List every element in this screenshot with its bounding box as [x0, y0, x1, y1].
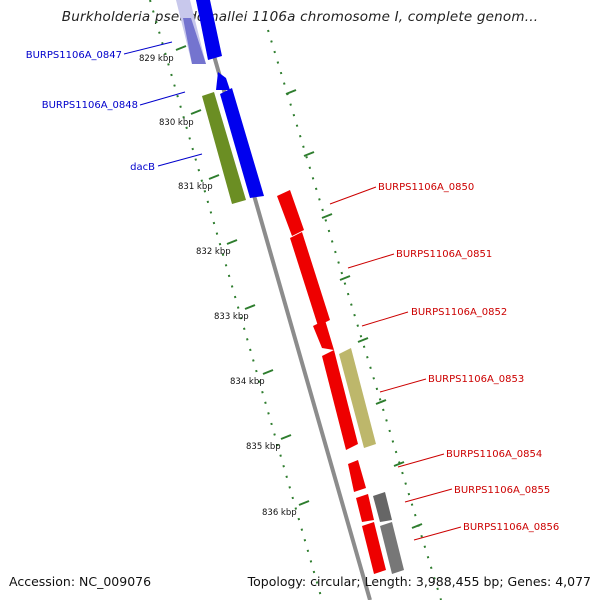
tick-track-outer [267, 29, 442, 600]
gene-label-0847[interactable]: BURPS1106A_0847 [26, 50, 122, 61]
kbp-label: 830 kbp [159, 118, 194, 128]
gene-feature-0855[interactable] [356, 494, 374, 522]
right-leader-lines [329, 186, 462, 541]
gene-label-dacB[interactable]: dacB [130, 162, 155, 173]
gene-feature-dacB[interactable] [202, 92, 246, 204]
gene-feature-0848-head[interactable] [216, 72, 230, 90]
gene-feature-0851[interactable] [290, 232, 330, 326]
major-ticks-inner [175, 45, 310, 506]
genome-stats-text: Topology: circular; Length: 3,988,455 bp… [247, 574, 591, 589]
gene-feature-0850[interactable] [277, 190, 304, 236]
kbp-label: 832 kbp [196, 247, 231, 257]
gene-feature-0848[interactable] [220, 88, 264, 198]
kbp-label: 831 kbp [178, 182, 213, 192]
left-leader-lines [123, 41, 203, 167]
gene-feature-0848-upper[interactable] [196, 0, 222, 60]
gene-feature-0856[interactable] [362, 522, 386, 574]
major-ticks-outer [285, 89, 423, 529]
gene-feature-0853[interactable] [322, 350, 358, 450]
gene-feature-0854[interactable] [348, 460, 366, 492]
gene-label-0854[interactable]: BURPS1106A_0854 [446, 449, 542, 460]
kbp-label: 834 kbp [230, 377, 265, 387]
gene-label-0851[interactable]: BURPS1106A_0851 [396, 249, 492, 260]
gene-label-0856[interactable]: BURPS1106A_0856 [463, 522, 559, 533]
gene-feature-0847-shade [183, 18, 206, 64]
gene-label-0848[interactable]: BURPS1106A_0848 [42, 100, 138, 111]
gene-label-0853[interactable]: BURPS1106A_0853 [428, 374, 524, 385]
gene-feature-0856-alt[interactable] [380, 522, 404, 574]
kbp-label: 829 kbp [139, 54, 174, 64]
gene-feature-0853-alt[interactable] [339, 348, 376, 448]
gene-feature-0852[interactable] [313, 320, 334, 350]
accession-text: Accession: NC_009076 [9, 574, 152, 589]
gene-label-0850[interactable]: BURPS1106A_0850 [378, 182, 474, 193]
gene-feature-0855-alt[interactable] [373, 492, 392, 522]
kbp-label: 835 kbp [246, 442, 281, 452]
kbp-label: 833 kbp [214, 312, 249, 322]
kbp-label: 836 kbp [262, 508, 297, 518]
gene-label-0852[interactable]: BURPS1106A_0852 [411, 307, 507, 318]
gene-label-0855[interactable]: BURPS1106A_0855 [454, 485, 550, 496]
